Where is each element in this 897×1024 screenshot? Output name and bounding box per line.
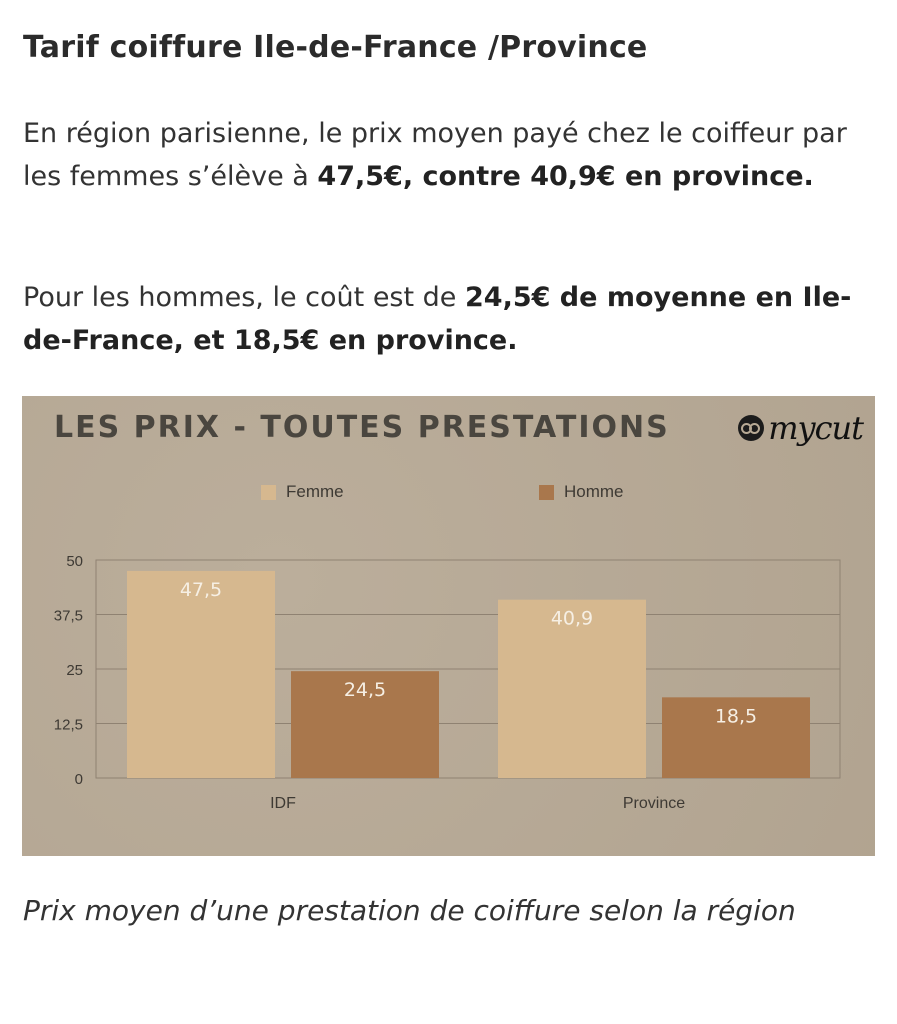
y-tick-label: 25 [66, 662, 83, 679]
logo-text: mycut [768, 409, 864, 447]
x-tick-label: Province [623, 795, 685, 812]
y-tick-label: 37,5 [54, 608, 83, 625]
data-label: 24,5 [344, 679, 386, 701]
legend-label-homme: Homme [564, 482, 624, 501]
chart-title: LES PRIX - TOUTES PRESTATIONS [54, 410, 670, 445]
paragraph-women: En région parisienne, le prix moyen payé… [23, 112, 868, 198]
paragraph-women-bold: 47,5€, contre 40,9€ en province. [317, 161, 814, 192]
chart-figure: LES PRIX - TOUTES PRESTATIONS mycut Femm… [22, 396, 875, 856]
bar-chart: 0 12,5 25 37,5 50 47,5 24,5 IDF 40,9 18,5 Province [54, 553, 841, 812]
cutoff-next-line [23, 1008, 723, 1024]
logo: mycut [738, 400, 864, 456]
bar-homme [291, 671, 439, 778]
legend-swatch-femme [261, 484, 276, 500]
bar-homme [662, 697, 810, 778]
paragraph-men-text: Pour les hommes, le coût est de [23, 282, 465, 313]
figure-caption: Prix moyen d’une prestation de coiffure … [23, 894, 796, 927]
paragraph-women-text: En région parisienne, le prix moyen payé… [23, 118, 847, 192]
paragraph-men: Pour les hommes, le coût est de 24,5€ de… [23, 276, 868, 362]
data-label: 18,5 [715, 705, 757, 727]
paragraph-men-bold: 24,5€ de moyenne en Ile-de-France, et 18… [23, 282, 852, 356]
y-tick-label: 12,5 [54, 717, 83, 734]
legend-item-homme: Homme [539, 482, 624, 502]
data-label: 40,9 [551, 608, 593, 630]
y-tick-label: 0 [75, 771, 83, 788]
legend-label-femme: Femme [286, 482, 344, 501]
legend-swatch-homme [539, 484, 554, 500]
x-tick-label: IDF [270, 795, 296, 812]
bar-femme [127, 570, 275, 778]
data-label: 47,5 [180, 579, 222, 601]
section-heading: Tarif coiffure Ile-de-France /Province [23, 30, 648, 65]
y-tick-label: 50 [66, 553, 83, 570]
legend-item-femme: Femme [261, 482, 344, 502]
mycut-logo-icon [738, 415, 765, 441]
bar-femme [498, 599, 646, 778]
